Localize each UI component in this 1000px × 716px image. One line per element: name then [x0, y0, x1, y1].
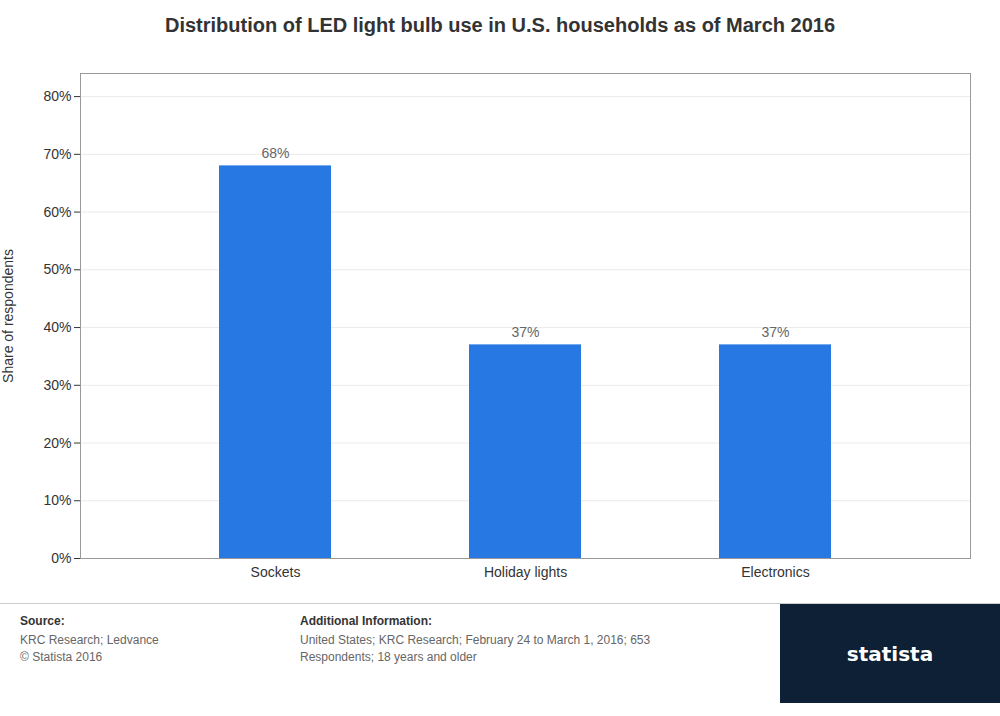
svg-text:30%: 30% — [43, 377, 71, 393]
html-text:KRC Research; Ledvance © Stati: KRC Research; Ledvance © Statista 2016 — [20, 633, 159, 664]
svg-text:10%: 10% — [43, 492, 71, 508]
html-text:statista: statista — [846, 641, 934, 666]
html-text:Additional Information:: Additional Information: — [300, 614, 432, 628]
svg-text:Holiday lights: Holiday lights — [484, 564, 567, 580]
html-text:Source:: Source: — [20, 614, 65, 628]
svg-text:40%: 40% — [43, 319, 71, 335]
svg-text:60%: 60% — [43, 204, 71, 220]
html-text:Distribution of LED light bulb: Distribution of LED light bulb use in U.… — [165, 14, 835, 36]
svg-text:Electronics: Electronics — [741, 564, 809, 580]
svg-text:50%: 50% — [43, 261, 71, 277]
svg-text:Sockets: Sockets — [251, 564, 301, 580]
svg-text:70%: 70% — [43, 146, 71, 162]
svg-text:0%: 0% — [51, 550, 71, 566]
svg-text:37%: 37% — [511, 324, 539, 340]
html-text:United States; KRC Research; F: United States; KRC Research; February 24… — [300, 633, 651, 664]
svg-text:20%: 20% — [43, 435, 71, 451]
svg-text:68%: 68% — [261, 145, 289, 161]
svg-text:80%: 80% — [43, 88, 71, 104]
svg-text:37%: 37% — [761, 324, 789, 340]
svg-text:Share of respondents: Share of respondents — [0, 249, 16, 383]
